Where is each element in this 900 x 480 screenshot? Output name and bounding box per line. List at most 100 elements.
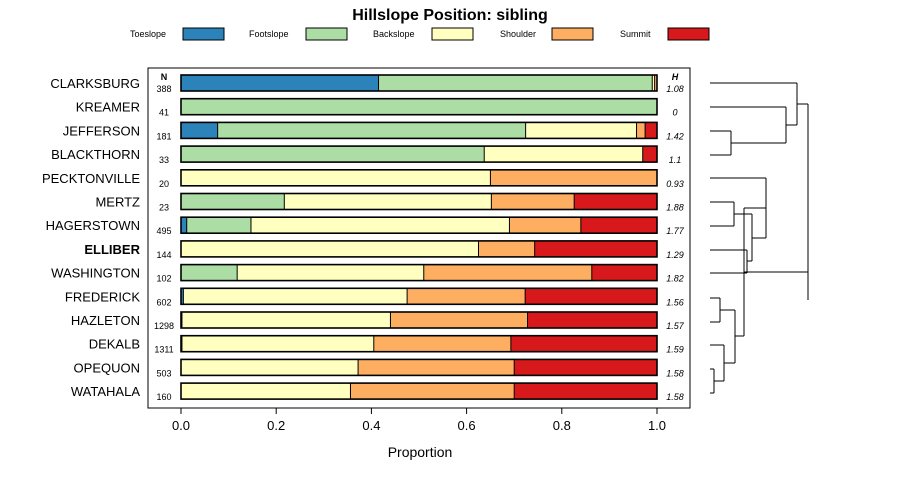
bar-outline: [180, 121, 658, 140]
row-label: OPEQUON: [74, 360, 140, 375]
legend-swatch: [182, 27, 225, 41]
legend-label: Backslope: [373, 29, 415, 39]
dendrogram-branch: [720, 309, 736, 364]
row-label: FREDERICK: [65, 289, 140, 304]
row-n-value: 144: [156, 250, 171, 260]
bar-segment: [181, 288, 184, 305]
bar-outline: [180, 382, 658, 400]
row-n-value: 102: [156, 274, 171, 284]
bar-segment: [284, 193, 492, 210]
bar-segment: [181, 217, 187, 234]
n-header: N: [161, 72, 168, 82]
bar-segment: [642, 146, 657, 163]
bar-row: WATAHALA 160 1.58: [71, 382, 684, 402]
bar-segment: [407, 288, 526, 305]
row-label: JEFFERSON: [63, 123, 140, 138]
row-n-value: 181: [156, 131, 171, 141]
bar-segment: [181, 98, 657, 115]
bar-outline: [180, 263, 658, 282]
bar-segment: [358, 359, 515, 376]
legend-swatch: [431, 27, 474, 41]
bar-outline: [180, 169, 658, 187]
bar-segment: [183, 288, 408, 305]
bar-segment: [591, 264, 657, 281]
bar-row: CLARKSBURG 388 1.08: [50, 74, 684, 94]
row-h-value: 1.1: [669, 155, 682, 165]
legend-label: Footslope: [249, 29, 289, 39]
bar-segment: [217, 122, 526, 139]
bar-rows: CLARKSBURG 388 1.08 KREAMER 41 0 JEFFERSON 181 1…: [42, 74, 685, 402]
bar-segment: [390, 312, 528, 328]
bar-segment: [181, 122, 218, 139]
row-n-value: 33: [159, 155, 169, 165]
bar-segment: [525, 122, 637, 139]
row-label: KREAMER: [76, 100, 140, 115]
dendrogram-branch: [710, 249, 748, 274]
row-label: MERTZ: [95, 195, 140, 210]
bar-outline: [180, 74, 658, 92]
bar-segment: [181, 359, 359, 376]
x-tick-label: 0.8: [553, 418, 571, 433]
bar-segment: [490, 169, 657, 186]
row-h-value: 1.42: [666, 131, 684, 141]
h-header: H: [672, 72, 679, 82]
row-h-value: 1.08: [666, 84, 684, 94]
bar-row: JEFFERSON 181 1.42: [63, 121, 684, 141]
row-h-value: 1.58: [666, 368, 684, 378]
row-h-value: 1.77: [666, 226, 685, 236]
x-tick-label: 0.6: [458, 418, 476, 433]
dendrogram-branch: [731, 107, 787, 144]
row-h-value: 1.57: [666, 321, 685, 331]
legend-label: Toeslope: [130, 29, 166, 39]
bar-segment: [350, 383, 515, 400]
bar-segment: [250, 217, 510, 234]
bar-segment: [373, 335, 511, 352]
bar-segment: [514, 359, 657, 376]
bar-segment: [525, 288, 657, 305]
bar-segment: [654, 75, 657, 91]
bar-row: KREAMER 41 0: [76, 97, 678, 118]
bar-segment: [181, 193, 285, 210]
bar-row: HAGERSTOWN 495 1.77: [46, 216, 685, 236]
row-n-value: 160: [156, 392, 171, 402]
bar-outline: [180, 311, 658, 329]
bar-segment: [510, 335, 657, 352]
bar-segment: [491, 193, 575, 210]
bar-row: MERTZ 23 1.88: [95, 192, 684, 213]
legend-swatch: [667, 27, 710, 41]
row-h-value: 1.29: [666, 250, 684, 260]
row-n-value: 388: [156, 84, 171, 94]
bar-segment: [237, 264, 424, 281]
legend-label: Shoulder: [500, 29, 536, 39]
row-label: HAGERSTOWN: [46, 218, 140, 233]
bar-segment: [636, 122, 646, 139]
bar-segment: [534, 240, 657, 257]
row-h-value: 1.82: [666, 274, 684, 284]
bar-segment: [580, 217, 657, 234]
row-label: PECKTONVILLE: [42, 171, 140, 186]
bar-segment: [652, 75, 655, 91]
bar-row: DEKALB 1311 1.59: [89, 334, 684, 355]
dendrogram-branch: [710, 344, 725, 382]
bar-outline: [180, 287, 658, 306]
bar-segment: [378, 75, 653, 91]
chart-title: Hillslope Position: sibling: [352, 7, 548, 24]
bar-outline: [180, 358, 658, 377]
bar-segment: [181, 75, 379, 91]
row-h-value: 1.88: [666, 203, 684, 213]
row-n-value: 23: [159, 203, 169, 213]
bar-segment: [484, 146, 643, 163]
x-tick-label: 0.4: [362, 418, 380, 433]
dendrogram-branch: [786, 83, 798, 126]
bar-row: BLACKTHORN 33 1.1: [51, 145, 682, 165]
row-h-value: 0.93: [666, 179, 684, 189]
bar-segment: [574, 193, 657, 210]
legend-swatch: [551, 27, 594, 41]
plot-panel: [147, 67, 691, 409]
bar-segment: [509, 217, 581, 234]
x-axis: 0.0 0.2 0.4 0.6 0.8 1.0: [172, 408, 666, 433]
row-label: DEKALB: [89, 337, 140, 352]
legend-label: Summit: [620, 29, 651, 39]
row-h-value: 1.59: [666, 345, 684, 355]
